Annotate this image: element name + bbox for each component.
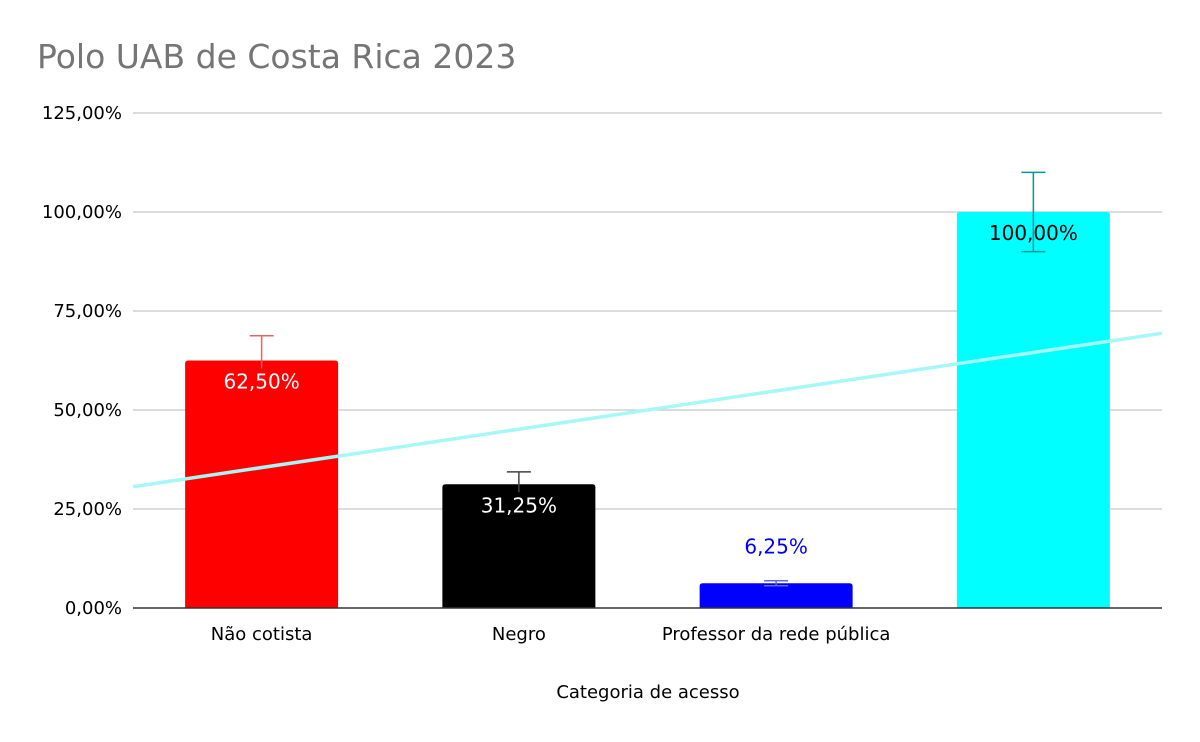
y-tick-label: 75,00%: [53, 301, 122, 322]
y-tick-label: 100,00%: [42, 202, 122, 223]
bars: [185, 212, 1110, 608]
x-axis-title: Categoria de acesso: [556, 682, 739, 703]
bar: [699, 583, 853, 608]
chart-title: Polo UAB de Costa Rica 2023: [37, 37, 516, 76]
x-tick-label: Negro: [492, 624, 546, 645]
bar: [442, 484, 596, 608]
trendline-layer: [132, 331, 1163, 489]
bar: [185, 360, 339, 608]
data-label: 100,00%: [989, 221, 1078, 245]
error-bars: [249, 171, 1046, 587]
x-tick-label: Não cotista: [211, 624, 313, 645]
data-label: 31,25%: [481, 493, 557, 517]
y-tick-label: 125,00%: [42, 103, 122, 124]
data-labels: 62,50% 31,25% 6,25% 100,00%: [223, 221, 1077, 558]
y-tick-label: 0,00%: [65, 598, 122, 619]
data-label: 6,25%: [744, 534, 808, 558]
x-axis-category-labels: Não cotista Negro Professor da rede públic…: [211, 624, 891, 645]
data-label: 62,50%: [223, 370, 299, 394]
y-tick-label: 50,00%: [53, 400, 122, 421]
x-tick-label: Professor da rede pública: [662, 624, 891, 645]
y-tick-label: 25,00%: [53, 499, 122, 520]
bar: [956, 212, 1110, 608]
y-axis-tick-labels: 0,00% 25,00% 50,00% 75,00% 100,00% 125,00%: [42, 103, 122, 619]
trendline: [132, 331, 1163, 489]
